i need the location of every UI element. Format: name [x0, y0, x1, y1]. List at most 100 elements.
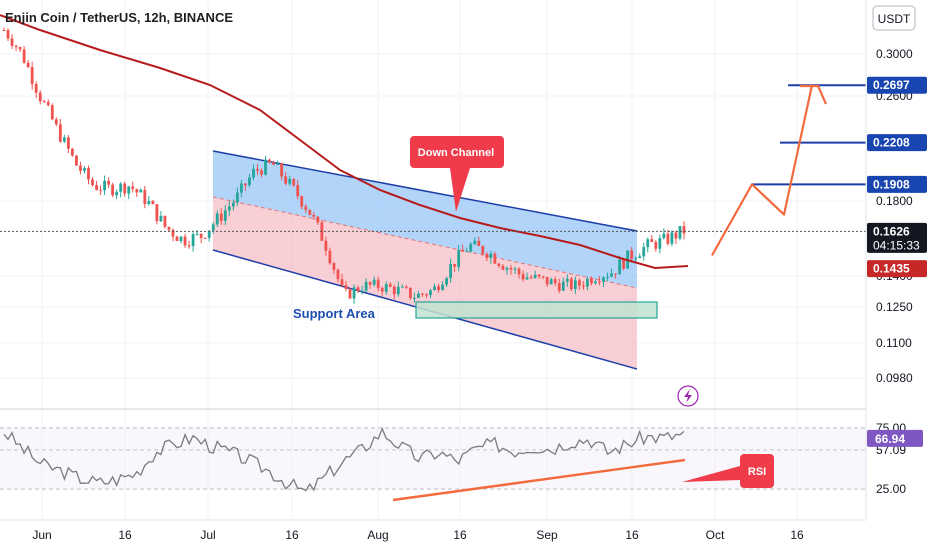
candle: [368, 281, 372, 289]
svg-text:0.2697: 0.2697: [873, 78, 910, 92]
candle: [413, 292, 416, 303]
candle: [537, 274, 541, 279]
candle: [437, 283, 440, 293]
svg-text:0.2208: 0.2208: [873, 136, 910, 150]
candles: [2, 27, 686, 304]
candle: [175, 235, 179, 242]
candle: [425, 293, 428, 298]
candle: [417, 290, 420, 299]
candle: [131, 181, 135, 193]
candle: [107, 177, 111, 188]
price-badge: 0.1908: [867, 175, 927, 193]
candle: [320, 220, 324, 241]
candle: [642, 242, 646, 261]
time-axis-ticks: Jun 16 Jul 16 Aug 16 Sep 16 Oct 16: [32, 528, 804, 542]
candle: [449, 258, 453, 284]
candle: [404, 284, 408, 290]
candle: [421, 292, 424, 298]
candle: [465, 247, 469, 253]
svg-text:0.1435: 0.1435: [873, 262, 910, 276]
candle: [227, 200, 231, 216]
candle: [22, 46, 26, 64]
candle: [203, 237, 207, 240]
currency-button[interactable]: USDT: [872, 5, 916, 31]
candle: [360, 285, 364, 295]
candle: [344, 280, 348, 292]
candle: [223, 205, 227, 225]
candle: [248, 173, 251, 188]
time-tick-label: Aug: [367, 528, 388, 542]
candle: [565, 274, 569, 287]
candle: [66, 135, 70, 154]
candle: [445, 276, 448, 288]
support-area-label: Support Area: [293, 306, 376, 321]
candle: [135, 188, 139, 197]
candle: [646, 237, 650, 253]
candle: [79, 161, 82, 175]
candle: [352, 284, 356, 304]
candle: [54, 117, 58, 127]
candle: [280, 162, 284, 181]
candle: [288, 175, 292, 186]
candle: [83, 166, 86, 174]
candle: [577, 278, 581, 290]
candle: [316, 216, 320, 225]
price-badge: 0.1435: [867, 260, 927, 278]
candle: [380, 286, 384, 297]
time-tick-label: Oct: [706, 528, 725, 542]
candle: [312, 212, 316, 221]
candle: [376, 276, 380, 292]
candle: [292, 177, 296, 188]
candle: [364, 278, 368, 293]
candle: [493, 251, 497, 265]
rsi-badge: 66.94: [867, 429, 923, 447]
candle: [231, 199, 235, 211]
candle: [557, 278, 561, 294]
svg-text:0.1626: 0.1626: [873, 224, 910, 238]
candle: [235, 187, 239, 206]
candle: [219, 208, 223, 225]
price-tick-label: 0.3000: [876, 47, 913, 61]
candle: [159, 210, 163, 223]
currency-label: USDT: [878, 12, 911, 26]
candle: [501, 264, 505, 271]
candle: [569, 276, 573, 292]
candle: [328, 247, 332, 265]
candle: [666, 229, 670, 246]
forecast-path: [711, 85, 814, 256]
rsi-label: RSI: [748, 466, 766, 478]
candle: [481, 245, 485, 256]
candle: [199, 233, 203, 244]
candle: [179, 236, 183, 244]
channel-fills: [213, 151, 637, 369]
candle: [594, 278, 597, 285]
candle: [602, 276, 605, 288]
candle: [91, 176, 94, 187]
candle: [187, 240, 191, 249]
candle: [340, 273, 344, 288]
candle: [71, 147, 74, 157]
candle: [195, 229, 199, 236]
candle: [392, 284, 396, 300]
forecast-arrowhead: [800, 84, 828, 105]
candle: [42, 99, 46, 103]
candle: [408, 287, 412, 300]
candle: [533, 270, 537, 279]
lightning-icon[interactable]: [677, 385, 699, 407]
candle: [586, 276, 589, 291]
candle: [2, 27, 6, 31]
candle: [115, 189, 119, 200]
candle: [276, 160, 279, 166]
candle: [606, 272, 609, 281]
candle: [549, 277, 553, 285]
candle: [441, 281, 444, 291]
candle: [284, 172, 288, 186]
price-tick-label: 0.1800: [876, 194, 913, 208]
candle: [670, 230, 674, 247]
candle: [38, 90, 42, 105]
candle: [171, 228, 175, 242]
candle: [18, 46, 22, 53]
candle: [453, 264, 457, 272]
time-tick-label: 16: [453, 528, 467, 542]
candle: [429, 288, 432, 299]
